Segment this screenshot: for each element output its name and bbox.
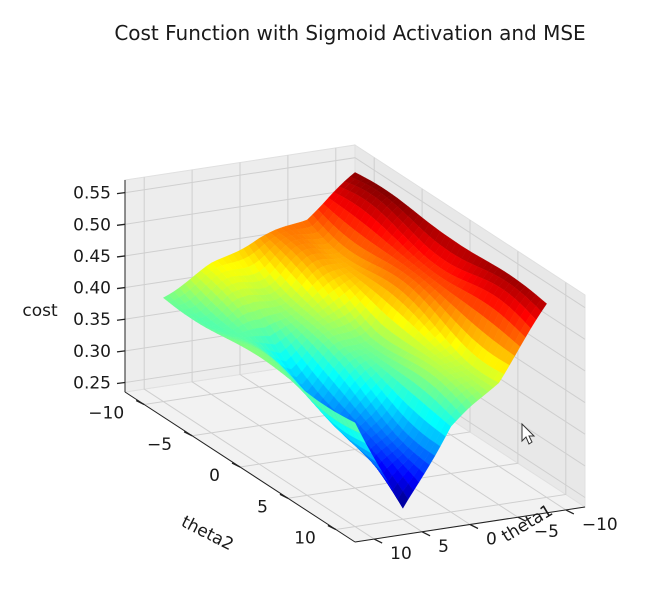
x-tick-label: −10 <box>582 515 618 535</box>
z-tick-label: 0.25 <box>73 374 111 394</box>
z-tick-mark <box>116 192 126 195</box>
x-tick-label: 0 <box>486 530 497 550</box>
z-tick-mark <box>116 350 126 353</box>
y-tick-label: −5 <box>147 435 172 455</box>
y-tick-mark <box>327 524 337 531</box>
y-axis-label: theta2 <box>178 512 237 555</box>
z-tick-mark <box>116 286 126 290</box>
x-tick-label: −5 <box>534 522 559 542</box>
z-tick-label: 0.35 <box>73 310 111 330</box>
z-tick-mark <box>116 318 126 321</box>
z-tick-mark <box>116 255 126 258</box>
grid-line-theta2 <box>335 282 567 530</box>
grid-line-theta1 <box>143 177 375 540</box>
mouse-cursor-icon <box>521 422 536 445</box>
y-tick-mark <box>231 462 241 468</box>
z-tick-label: 0.40 <box>73 279 111 299</box>
y-tick-label: −10 <box>88 404 124 424</box>
cost-surface <box>162 172 547 509</box>
x-tick-label: 10 <box>390 544 412 564</box>
z-tick-label: 0.30 <box>73 342 111 362</box>
grid-line-cost <box>124 157 586 309</box>
x-tick-mark <box>469 523 479 530</box>
x-tick-mark <box>517 516 527 522</box>
z-tick-mark <box>116 381 126 385</box>
x-tick-mark <box>565 509 575 515</box>
x-tick-mark <box>373 538 383 544</box>
y-tick-label: 0 <box>209 466 220 486</box>
tick-labels: 0.25 0.30 0.35 0.40 0.45 0.50 0.55 −10 −5 0 5 10 −10… <box>73 184 618 564</box>
z-axis-label: cost <box>22 301 58 321</box>
y-tick-mark <box>183 431 193 437</box>
z-tick-mark <box>116 223 126 226</box>
z-tick-label: 0.45 <box>73 247 111 267</box>
z-tick-label: 0.50 <box>73 215 111 235</box>
surface-cell <box>349 419 361 434</box>
grid-line-theta1 <box>191 169 423 533</box>
y-tick-label: 5 <box>257 497 268 517</box>
y-tick-label: 10 <box>294 529 316 549</box>
chart-title: Cost Function with Sigmoid Activation an… <box>114 21 585 45</box>
y-tick-mark <box>279 493 289 499</box>
x-tick-label: 5 <box>438 537 449 557</box>
x-tick-mark <box>421 531 431 537</box>
y-tick-mark <box>135 399 145 406</box>
z-tick-label: 0.55 <box>73 184 111 204</box>
